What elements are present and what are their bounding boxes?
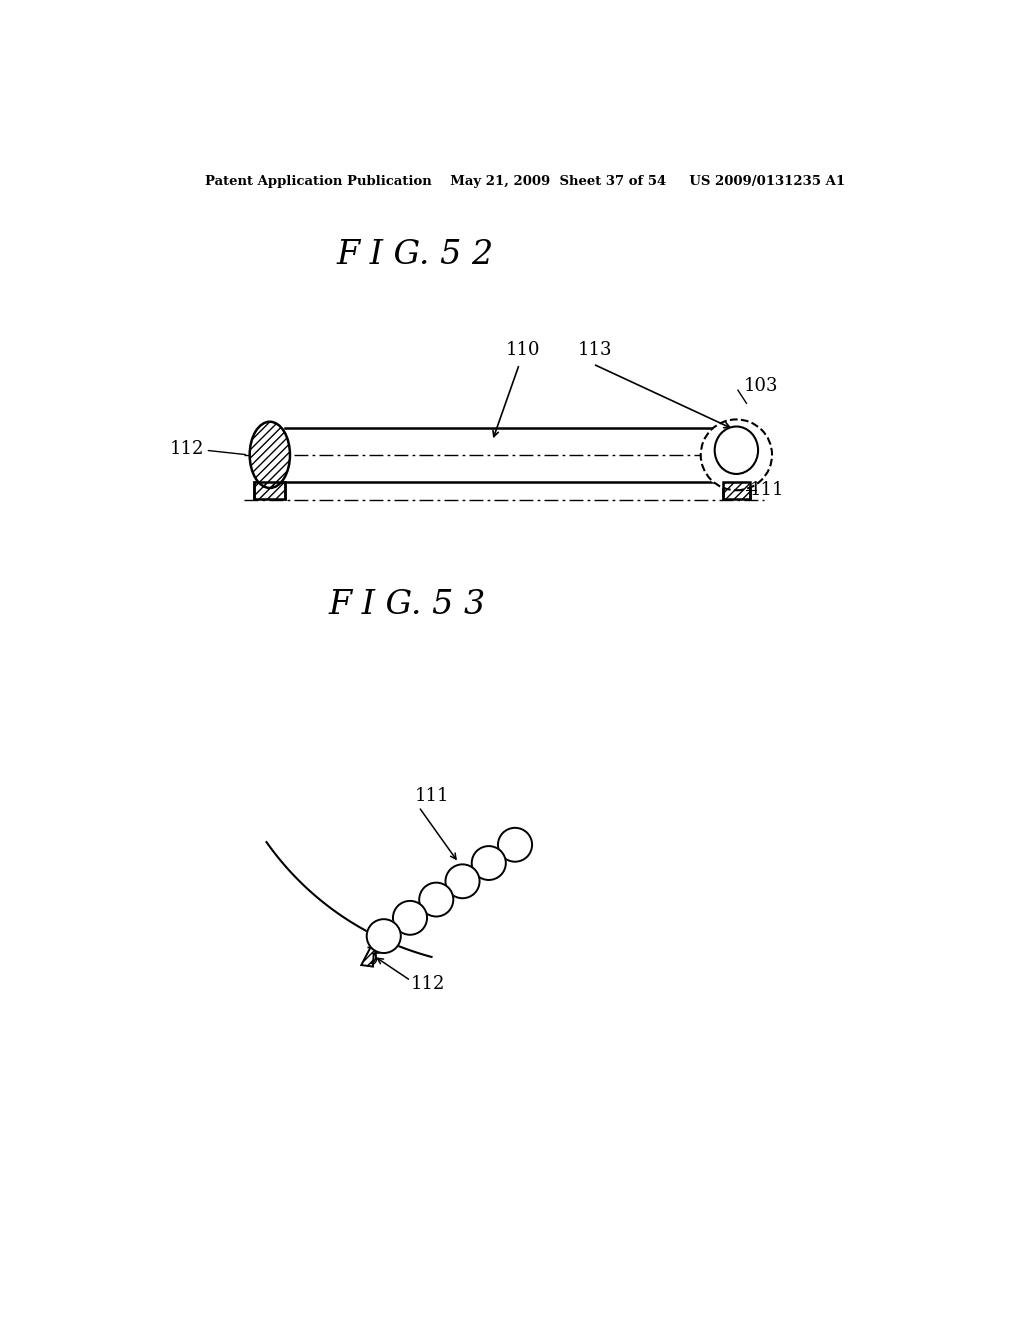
Text: F I G. 5 3: F I G. 5 3 [329, 589, 485, 620]
Circle shape [700, 420, 772, 490]
Circle shape [445, 865, 479, 898]
Text: 112: 112 [170, 440, 204, 458]
Circle shape [472, 846, 506, 880]
Bar [723, 482, 750, 499]
Circle shape [419, 883, 454, 916]
Text: 113: 113 [579, 341, 612, 359]
Text: 111: 111 [750, 482, 784, 499]
Circle shape [367, 919, 400, 953]
Bar [254, 482, 286, 499]
Circle shape [498, 828, 532, 862]
Text: 111: 111 [415, 787, 450, 805]
Circle shape [393, 900, 427, 935]
Text: 110: 110 [506, 341, 541, 359]
Bar [723, 482, 750, 499]
Bar [254, 482, 286, 499]
Bar [723, 482, 750, 499]
Text: Patent Application Publication    May 21, 2009  Sheet 37 of 54     US 2009/01312: Patent Application Publication May 21, 2… [205, 176, 845, 187]
Text: F I G. 5 2: F I G. 5 2 [336, 239, 494, 271]
Polygon shape [361, 944, 388, 966]
Ellipse shape [250, 422, 290, 488]
Text: 103: 103 [744, 376, 778, 395]
Text: 112: 112 [411, 975, 445, 993]
Ellipse shape [715, 426, 758, 474]
Bar [254, 482, 286, 499]
